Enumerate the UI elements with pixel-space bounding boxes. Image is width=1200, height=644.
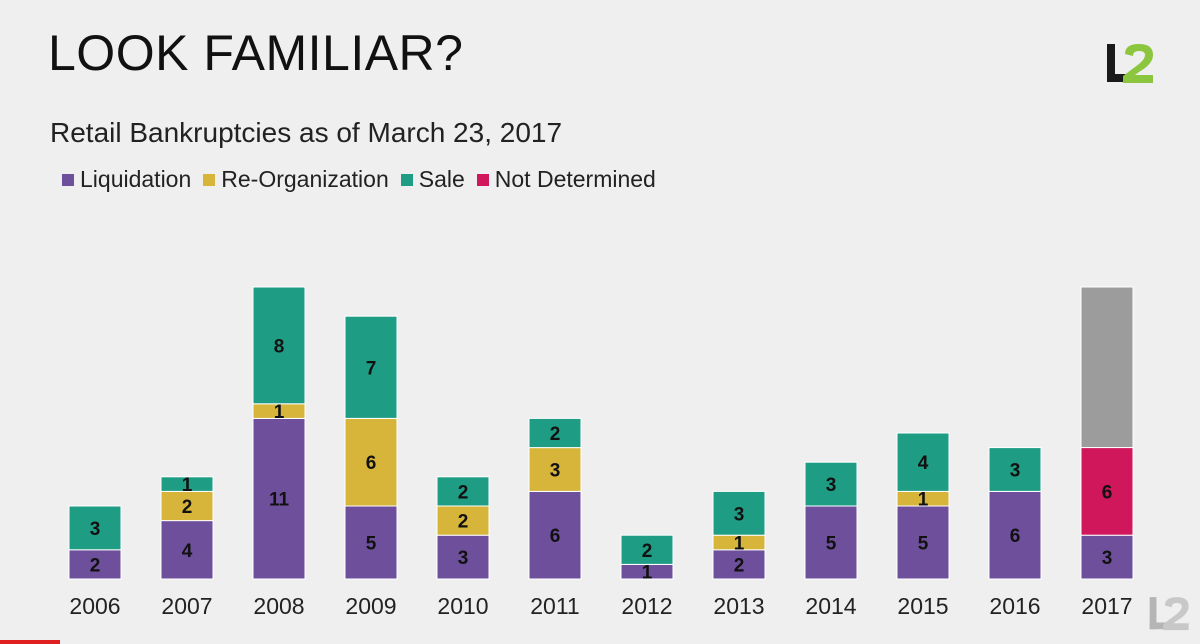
l2-watermark-logo [1149,597,1189,631]
data-label-liquidation-2010: 3 [458,548,469,569]
data-label-sale-2015: 4 [918,453,929,474]
x-tick-label-2017: 2017 [1081,593,1132,619]
data-label-re-organization-2009: 6 [366,453,377,474]
data-label-re-organization-2015: 1 [918,490,929,511]
data-label-re-organization-2007: 2 [182,497,193,518]
l2-logo: L2 [1107,44,1153,83]
data-label-re-organization-2008: 1 [274,402,285,423]
x-tick-label-2016: 2016 [989,593,1040,619]
bar-segment-sale-2012 [620,534,674,565]
data-label-liquidation-2014: 5 [826,534,837,555]
data-label-sale-2014: 3 [826,475,837,496]
x-tick-label-2007: 2007 [161,593,212,619]
data-label-liquidation-2016: 6 [1010,526,1021,547]
data-label-not-determined-2017: 6 [1102,482,1113,503]
data-label-liquidation-2017: 3 [1102,548,1113,569]
data-label-liquidation-2008: 11 [269,490,290,511]
x-tick-label-2015: 2015 [897,593,948,619]
data-label-sale-2013: 3 [734,504,745,525]
bar-segment-liquidation-2017 [1080,534,1134,580]
x-tick-label-2006: 2006 [69,593,120,619]
x-tick-label-2011: 2011 [530,593,579,619]
bar-segment-projection-2017 [1080,286,1134,449]
x-tick-label-2008: 2008 [253,593,304,619]
bar-segment-liquidation-2011 [528,490,582,580]
legend-swatch-sale [400,173,413,186]
bar-segment-sale-2010 [436,476,490,507]
legend-item-liquidation: Liquidation [62,168,191,191]
legend-swatch-liquidation [62,173,74,186]
video-progress-bar[interactable] [0,640,60,644]
legend-swatch-reorganization [203,173,216,186]
legend-label-sale: Sale [418,166,465,192]
bar-segment-liquidation-2013 [712,549,766,580]
legend-swatch-not-determined [476,173,489,186]
legend-item-not-determined: Not Determined [476,166,656,192]
data-label-liquidation-2009: 5 [366,534,377,555]
data-label-sale-2007: 1 [182,475,193,496]
data-label-sale-2009: 7 [366,358,377,379]
data-label-sale-2016: 3 [1010,461,1021,482]
bar-segment-liquidation-2006 [68,549,122,580]
data-label-liquidation-2011: 6 [550,526,561,547]
bar-segment-sale-2009 [344,315,398,419]
bar-segment-liquidation-2009 [344,505,398,580]
bar-segment-sale-2015 [896,432,950,492]
bar-segment-re-organization-2007 [160,490,214,522]
bar-segment-sale-2007 [160,476,214,492]
bar-segment-sale-2006 [68,505,122,551]
bar-segment-sale-2013 [712,490,766,536]
data-label-re-organization-2011: 3 [550,461,561,482]
bar-segment-liquidation-2015 [896,505,950,580]
data-label-liquidation-2015: 5 [918,534,929,555]
data-label-liquidation-2007: 4 [182,541,193,562]
data-label-liquidation-2012: 1 [642,563,653,584]
data-label-sale-2012: 2 [642,541,653,562]
bar-segment-not-determined-2017 [1080,447,1134,536]
data-label-liquidation-2013: 2 [734,555,745,576]
bar-segment-liquidation-2007 [160,520,214,580]
x-tick-label-2013: 2013 [713,593,764,619]
data-label-re-organization-2013: 1 [734,534,745,555]
data-label-re-organization-2010: 2 [458,512,469,533]
data-label-sale-2008: 8 [274,336,285,357]
bar-segment-liquidation-2016 [988,490,1042,580]
data-label-sale-2010: 2 [458,482,469,503]
chart-legend: Liquidation Re-Organization Sale Not Det… [62,168,668,191]
chart-subtitle: Retail Bankruptcies as of March 23, 2017 [50,117,563,148]
legend-item-reorganization: Re-Organization [203,166,389,192]
slide-title: LOOK FAMILIAR? [48,25,464,81]
x-tick-label-2012: 2012 [621,593,672,619]
bar-segment-sale-2011 [528,417,582,449]
legend-label-reorganization: Re-Organization [221,166,389,192]
bar-segment-sale-2008 [252,286,306,405]
bar-segment-re-organization-2009 [344,417,398,507]
legend-label-liquidation: Liquidation [80,166,192,192]
legend-label-not-determined: Not Determined [494,166,656,192]
data-label-sale-2006: 3 [90,519,101,540]
bar-segment-liquidation-2010 [436,534,490,580]
bar-segment-sale-2014 [804,461,858,507]
data-label-sale-2011: 2 [550,424,561,445]
legend-item-sale: Sale [400,166,465,192]
bar-segment-liquidation-2014 [804,505,858,580]
bar-segment-re-organization-2010 [436,505,490,536]
bar-segment-sale-2016 [988,447,1042,492]
x-tick-label-2009: 2009 [345,593,396,619]
data-label-liquidation-2006: 2 [90,555,101,576]
x-tick-label-2010: 2010 [437,593,488,619]
x-tick-label-2014: 2014 [805,593,856,619]
